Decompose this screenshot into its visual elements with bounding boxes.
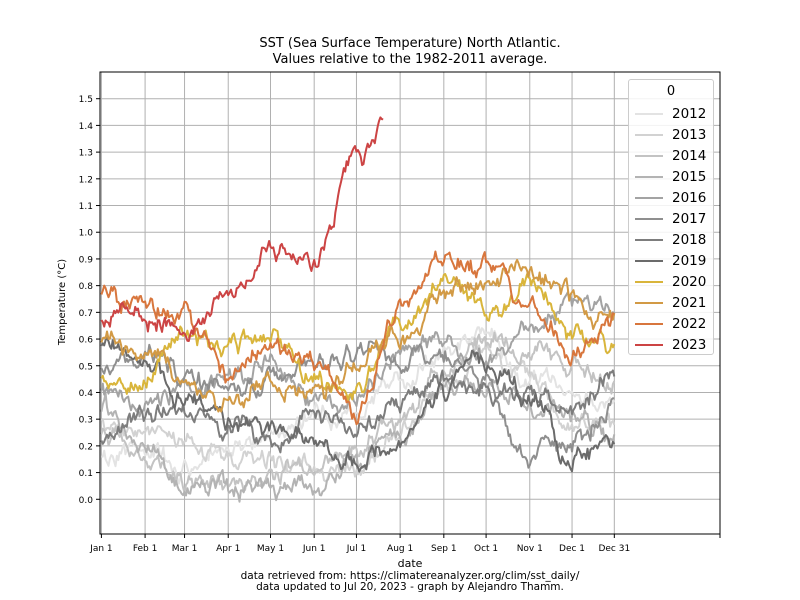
legend-label: 2020 (672, 274, 707, 290)
legend-entry-2015: 2015 (635, 167, 711, 187)
y-tick-label: 1.5 (79, 95, 93, 105)
x-tick-label: May 1 (257, 544, 284, 554)
series-line-2012 (101, 326, 616, 485)
y-tick-label: 1.0 (79, 229, 94, 239)
x-tick-label: Sep 1 (431, 544, 457, 554)
legend-entry-2019: 2019 (635, 251, 711, 271)
legend-entry-2013: 2013 (635, 125, 711, 145)
legend-entry-2014: 2014 (635, 146, 711, 166)
legend-swatch (635, 197, 663, 199)
legend-swatch (635, 239, 663, 241)
y-tick-label: 0.8 (79, 282, 94, 292)
chart-subtitle: Values relative to the 1982-2011 average… (272, 52, 548, 67)
legend-swatch (635, 155, 663, 157)
legend-swatch (635, 134, 663, 136)
legend-swatch (635, 281, 663, 283)
legend-label: 2015 (672, 169, 707, 185)
legend-label: 2017 (672, 211, 707, 227)
y-tick-label: 0.2 (79, 442, 93, 452)
legend-swatch (635, 323, 663, 325)
y-tick-label: 1.3 (79, 149, 93, 159)
legend-label: 2014 (672, 148, 707, 164)
chart-legend: 0 2012 2013 2014 2015 2016 2017 2018 2019 2020 20… (628, 79, 714, 355)
legend-label: 2016 (672, 190, 707, 206)
legend-entry-2023: 2023 (635, 335, 711, 355)
legend-label: 2012 (672, 106, 707, 122)
legend-swatch (635, 176, 663, 178)
legend-label: 2019 (672, 253, 707, 269)
legend-label: 2023 (672, 337, 707, 353)
y-tick-label: 0.4 (79, 389, 94, 399)
y-tick-label: 0.5 (79, 362, 93, 372)
legend-entry-2016: 2016 (635, 188, 711, 208)
legend-swatch (635, 302, 663, 304)
legend-title: 0 (666, 84, 676, 99)
series-line-2019 (100, 337, 616, 473)
series-line-2018 (100, 369, 616, 454)
legend-entry-2012: 2012 (635, 104, 711, 124)
series-line-2014 (100, 331, 616, 494)
y-tick-label: 0.1 (79, 469, 93, 479)
legend-entry-2022: 2022 (635, 314, 711, 334)
x-axis-label: date (397, 557, 423, 570)
plot-area-frame (99, 71, 721, 535)
legend-swatch (635, 260, 663, 262)
x-axis-ticks: Jan 1 Feb 1 Mar 1 Apr 1 May 1 Jun 1 Jul 1 Aug 1… (89, 534, 721, 554)
x-tick-label: Jan 1 (89, 544, 112, 554)
x-tick-label: Mar 1 (172, 544, 198, 554)
x-tick-label: Dec 1 (559, 544, 585, 554)
series-line-2023 (100, 116, 384, 342)
x-tick-label: Nov 1 (517, 544, 543, 554)
legend-label: 2022 (672, 316, 707, 332)
series-line-2021 (100, 258, 616, 413)
legend-swatch (635, 113, 663, 115)
x-tick-label: Apr 1 (216, 544, 240, 554)
series-line-2017 (100, 340, 615, 469)
update-credit: data updated to Jul 20, 2023 - graph by … (256, 581, 564, 593)
x-tick-label: Feb 1 (133, 544, 158, 554)
x-tick-label: Oct 1 (474, 544, 498, 554)
y-tick-label: 0.0 (79, 496, 94, 506)
x-tick-label: Aug 1 (387, 544, 413, 554)
y-axis-label: Temperature (°C) (57, 258, 68, 346)
y-tick-label: 0.7 (79, 309, 93, 319)
x-tick-label: Jun 1 (302, 544, 326, 554)
legend-entry-2021: 2021 (635, 293, 711, 313)
series-line-2013 (100, 341, 616, 483)
series-lines (100, 116, 616, 503)
legend-entry-2020: 2020 (635, 272, 711, 292)
x-tick-label: Jul 1 (346, 544, 366, 554)
y-tick-label: 0.6 (79, 336, 94, 346)
legend-label: 2021 (672, 295, 707, 311)
y-axis-ticks: 0.0 0.1 0.2 0.3 0.4 0.5 0.6 0.7 0.8 0.9 1.0 1.1 1.2 1… (79, 95, 100, 506)
y-tick-label: 1.2 (79, 175, 93, 185)
legend-entry-2017: 2017 (635, 209, 711, 229)
x-tick-label: Dec 31 (598, 544, 630, 554)
y-tick-label: 0.3 (79, 416, 93, 426)
legend-swatch (635, 218, 663, 220)
legend-swatch (635, 344, 663, 346)
y-tick-label: 1.1 (79, 202, 93, 212)
y-tick-label: 0.9 (79, 255, 94, 265)
series-line-2022 (100, 250, 615, 426)
chart-title: SST (Sea Surface Temperature) North Atla… (259, 36, 561, 51)
legend-label: 2013 (672, 127, 707, 143)
legend-entry-2018: 2018 (635, 230, 711, 250)
source-credit: data retrieved from: https://climaterean… (240, 570, 580, 582)
series-line-2020 (100, 273, 616, 402)
y-tick-label: 1.4 (79, 122, 94, 132)
legend-label: 2018 (672, 232, 707, 248)
